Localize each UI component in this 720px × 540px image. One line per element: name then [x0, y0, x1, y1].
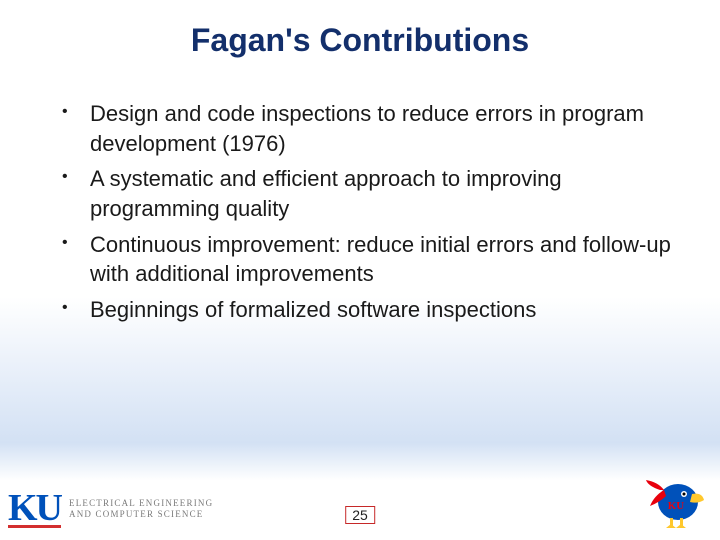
jayhawk-icon: KU — [640, 472, 704, 530]
list-item: Beginnings of formalized software inspec… — [48, 295, 672, 325]
ku-wordmark: KU — [8, 491, 61, 528]
list-item: Design and code inspections to reduce er… — [48, 99, 672, 158]
slide-title: Fagan's Contributions — [0, 0, 720, 59]
list-item: A systematic and efficient approach to i… — [48, 164, 672, 223]
bullet-list: Design and code inspections to reduce er… — [48, 99, 672, 325]
page-number: 25 — [345, 506, 375, 524]
slide-body: Design and code inspections to reduce er… — [0, 59, 720, 325]
dept-line: AND COMPUTER SCIENCE — [69, 509, 213, 520]
ku-logo: KU ELECTRICAL ENGINEERING AND COMPUTER S… — [8, 491, 213, 528]
ku-department: ELECTRICAL ENGINEERING AND COMPUTER SCIE… — [69, 498, 213, 521]
dept-line: ELECTRICAL ENGINEERING — [69, 498, 213, 509]
list-item: Continuous improvement: reduce initial e… — [48, 230, 672, 289]
slide-footer: KU ELECTRICAL ENGINEERING AND COMPUTER S… — [0, 464, 720, 534]
svg-text:KU: KU — [668, 500, 685, 512]
